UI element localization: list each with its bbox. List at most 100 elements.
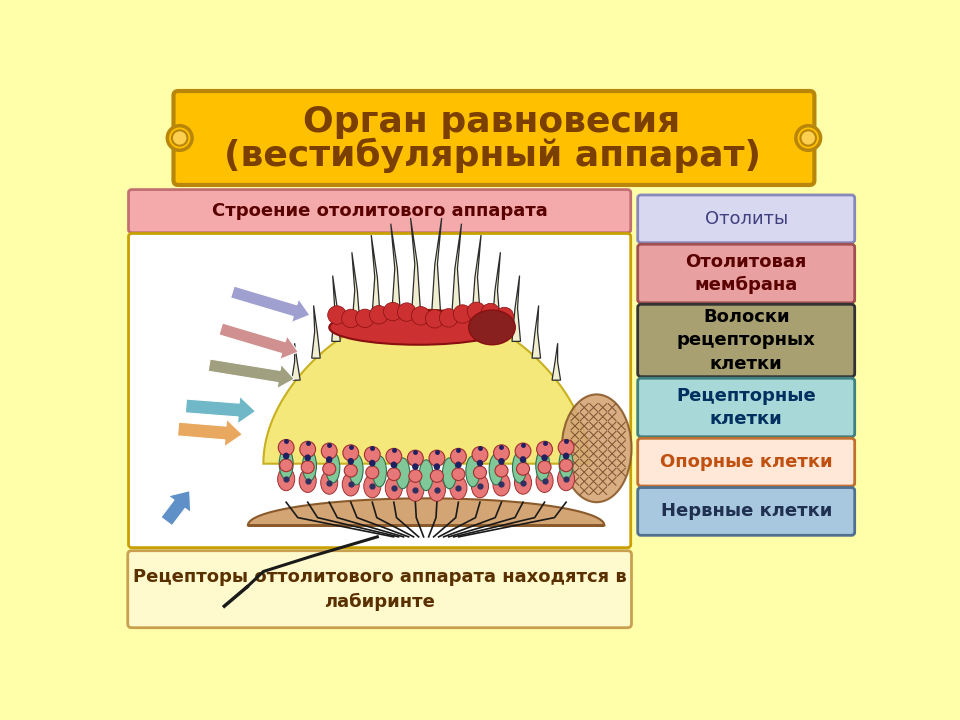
Circle shape <box>481 303 500 322</box>
Polygon shape <box>372 235 380 319</box>
Polygon shape <box>248 498 605 526</box>
Polygon shape <box>332 276 340 341</box>
Ellipse shape <box>407 450 423 467</box>
Ellipse shape <box>301 461 314 474</box>
Ellipse shape <box>516 443 531 459</box>
Ellipse shape <box>443 458 456 489</box>
Circle shape <box>468 302 486 320</box>
Circle shape <box>355 309 374 328</box>
Ellipse shape <box>300 441 316 457</box>
Ellipse shape <box>409 469 421 482</box>
Ellipse shape <box>450 477 467 500</box>
FancyBboxPatch shape <box>637 487 854 535</box>
Text: Рецепторные
клетки: Рецепторные клетки <box>677 387 816 428</box>
Text: Опорные клетки: Опорные клетки <box>660 453 832 471</box>
Ellipse shape <box>278 439 294 456</box>
Ellipse shape <box>493 473 510 496</box>
Polygon shape <box>411 218 420 310</box>
Text: Строение отолитового аппарата: Строение отолитового аппарата <box>212 202 547 220</box>
Ellipse shape <box>391 462 397 468</box>
Circle shape <box>440 309 458 327</box>
Polygon shape <box>472 235 481 319</box>
Ellipse shape <box>450 449 467 464</box>
FancyBboxPatch shape <box>129 189 631 233</box>
Ellipse shape <box>387 468 400 480</box>
Circle shape <box>796 126 821 150</box>
Ellipse shape <box>304 454 311 462</box>
FancyBboxPatch shape <box>637 244 854 303</box>
Ellipse shape <box>558 467 575 490</box>
Ellipse shape <box>434 463 440 470</box>
Ellipse shape <box>473 466 487 479</box>
Polygon shape <box>512 276 520 341</box>
Text: Рецепторы оттолитового аппарата находятся в
лабиринте: Рецепторы оттолитового аппарата находятс… <box>132 567 627 611</box>
Ellipse shape <box>558 439 574 456</box>
Ellipse shape <box>302 450 317 481</box>
Ellipse shape <box>283 453 289 459</box>
Ellipse shape <box>366 466 379 479</box>
Ellipse shape <box>495 464 508 477</box>
Circle shape <box>397 303 416 321</box>
Ellipse shape <box>477 459 483 467</box>
Polygon shape <box>292 343 300 380</box>
Ellipse shape <box>430 469 444 482</box>
Circle shape <box>383 302 402 321</box>
Ellipse shape <box>396 458 410 489</box>
Polygon shape <box>185 396 255 424</box>
Ellipse shape <box>513 452 526 483</box>
Circle shape <box>342 309 360 328</box>
Ellipse shape <box>385 477 402 500</box>
Polygon shape <box>532 305 540 358</box>
Polygon shape <box>312 305 321 358</box>
Polygon shape <box>351 252 360 328</box>
Polygon shape <box>452 224 462 313</box>
Ellipse shape <box>323 462 336 475</box>
Text: Отолитовая
мембрана: Отолитовая мембрана <box>685 253 807 294</box>
Ellipse shape <box>412 463 419 470</box>
Circle shape <box>453 305 472 323</box>
Text: Отолиты: Отолиты <box>705 210 788 228</box>
Polygon shape <box>263 310 588 464</box>
Ellipse shape <box>466 456 480 487</box>
Circle shape <box>495 307 514 325</box>
Ellipse shape <box>349 454 363 485</box>
Ellipse shape <box>343 445 359 461</box>
Text: Волоски
рецепторных
клетки: Волоски рецепторных клетки <box>677 308 816 373</box>
Ellipse shape <box>342 473 359 496</box>
Ellipse shape <box>536 469 553 492</box>
FancyBboxPatch shape <box>129 233 631 548</box>
Ellipse shape <box>300 469 316 492</box>
Text: (вестибулярный аппарат): (вестибулярный аппарат) <box>224 138 760 174</box>
FancyBboxPatch shape <box>637 305 854 377</box>
Ellipse shape <box>428 478 445 501</box>
Ellipse shape <box>472 446 488 463</box>
Ellipse shape <box>519 456 526 463</box>
Circle shape <box>412 307 430 325</box>
Ellipse shape <box>516 462 530 475</box>
Ellipse shape <box>471 474 489 498</box>
Circle shape <box>425 310 444 328</box>
Ellipse shape <box>429 450 444 467</box>
Ellipse shape <box>562 395 632 502</box>
Polygon shape <box>230 286 310 323</box>
Ellipse shape <box>559 449 573 479</box>
Ellipse shape <box>538 461 551 474</box>
Ellipse shape <box>369 459 375 467</box>
Text: Орган равновесия: Орган равновесия <box>303 105 681 139</box>
Ellipse shape <box>560 459 572 472</box>
FancyBboxPatch shape <box>128 551 632 628</box>
Circle shape <box>172 130 187 145</box>
Ellipse shape <box>493 445 510 461</box>
Circle shape <box>370 305 388 324</box>
Polygon shape <box>432 218 442 310</box>
Ellipse shape <box>372 456 387 487</box>
Ellipse shape <box>563 453 569 459</box>
Ellipse shape <box>468 310 516 345</box>
Ellipse shape <box>279 459 293 472</box>
Polygon shape <box>219 323 299 359</box>
Ellipse shape <box>498 458 505 464</box>
Ellipse shape <box>365 446 380 463</box>
Ellipse shape <box>386 449 401 464</box>
Ellipse shape <box>279 449 293 479</box>
Ellipse shape <box>455 462 462 468</box>
